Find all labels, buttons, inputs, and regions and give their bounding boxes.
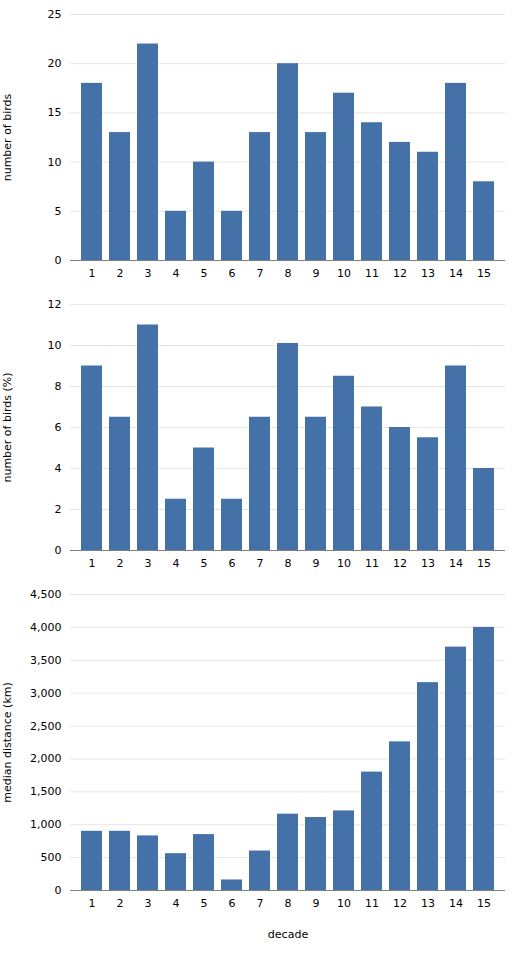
svg-text:1: 1: [89, 267, 96, 280]
svg-text:median distance (km): median distance (km): [1, 682, 14, 803]
svg-text:14: 14: [449, 557, 463, 570]
svg-text:8: 8: [285, 557, 292, 570]
svg-text:0: 0: [55, 884, 62, 897]
svg-text:3,000: 3,000: [30, 687, 62, 700]
svg-text:12: 12: [393, 267, 407, 280]
svg-text:5: 5: [55, 205, 62, 218]
svg-text:15: 15: [477, 897, 491, 910]
svg-text:6: 6: [229, 897, 236, 910]
svg-text:number of birds (%): number of birds (%): [1, 372, 14, 482]
svg-text:3: 3: [145, 557, 152, 570]
svg-text:2: 2: [117, 267, 124, 280]
svg-text:1,000: 1,000: [30, 818, 62, 831]
svg-text:10: 10: [48, 339, 62, 352]
svg-text:decade: decade: [268, 928, 309, 941]
svg-text:11: 11: [365, 557, 379, 570]
svg-text:10: 10: [337, 267, 351, 280]
svg-text:2: 2: [117, 557, 124, 570]
svg-text:11: 11: [365, 897, 379, 910]
svg-text:8: 8: [55, 380, 62, 393]
svg-text:5: 5: [201, 267, 208, 280]
svg-text:15: 15: [477, 267, 491, 280]
svg-text:7: 7: [257, 557, 264, 570]
svg-text:14: 14: [449, 267, 463, 280]
svg-text:15: 15: [477, 557, 491, 570]
svg-text:15: 15: [48, 106, 62, 119]
svg-text:3,500: 3,500: [30, 654, 62, 667]
svg-text:14: 14: [449, 897, 463, 910]
svg-text:13: 13: [421, 267, 435, 280]
svg-text:7: 7: [257, 897, 264, 910]
svg-text:5: 5: [201, 557, 208, 570]
svg-text:7: 7: [257, 267, 264, 280]
svg-text:4: 4: [173, 557, 180, 570]
svg-text:8: 8: [285, 267, 292, 280]
svg-text:9: 9: [313, 897, 320, 910]
svg-text:13: 13: [421, 557, 435, 570]
svg-text:11: 11: [365, 267, 379, 280]
svg-text:5: 5: [201, 897, 208, 910]
svg-text:2: 2: [55, 503, 62, 516]
svg-text:number of birds: number of birds: [1, 93, 14, 181]
svg-text:1,500: 1,500: [30, 785, 62, 798]
svg-text:13: 13: [421, 897, 435, 910]
svg-text:2,500: 2,500: [30, 720, 62, 733]
svg-text:500: 500: [41, 851, 62, 864]
svg-text:4: 4: [173, 897, 180, 910]
svg-text:6: 6: [229, 267, 236, 280]
svg-text:4,000: 4,000: [30, 621, 62, 634]
svg-text:6: 6: [55, 421, 62, 434]
svg-text:10: 10: [337, 897, 351, 910]
svg-text:2: 2: [117, 897, 124, 910]
svg-text:4: 4: [173, 267, 180, 280]
svg-text:8: 8: [285, 897, 292, 910]
svg-text:12: 12: [393, 897, 407, 910]
svg-text:10: 10: [48, 156, 62, 169]
svg-text:2,000: 2,000: [30, 752, 62, 765]
svg-text:6: 6: [229, 557, 236, 570]
svg-text:9: 9: [313, 267, 320, 280]
svg-text:1: 1: [89, 897, 96, 910]
svg-text:3: 3: [145, 267, 152, 280]
svg-text:20: 20: [48, 57, 62, 70]
svg-text:12: 12: [393, 557, 407, 570]
svg-text:3: 3: [145, 897, 152, 910]
svg-text:1: 1: [89, 557, 96, 570]
svg-text:10: 10: [337, 557, 351, 570]
svg-text:0: 0: [55, 544, 62, 557]
svg-text:4: 4: [55, 462, 62, 475]
svg-text:9: 9: [313, 557, 320, 570]
svg-text:25: 25: [48, 8, 62, 21]
svg-text:0: 0: [55, 254, 62, 267]
svg-text:12: 12: [48, 298, 62, 311]
svg-text:4,500: 4,500: [30, 588, 62, 601]
